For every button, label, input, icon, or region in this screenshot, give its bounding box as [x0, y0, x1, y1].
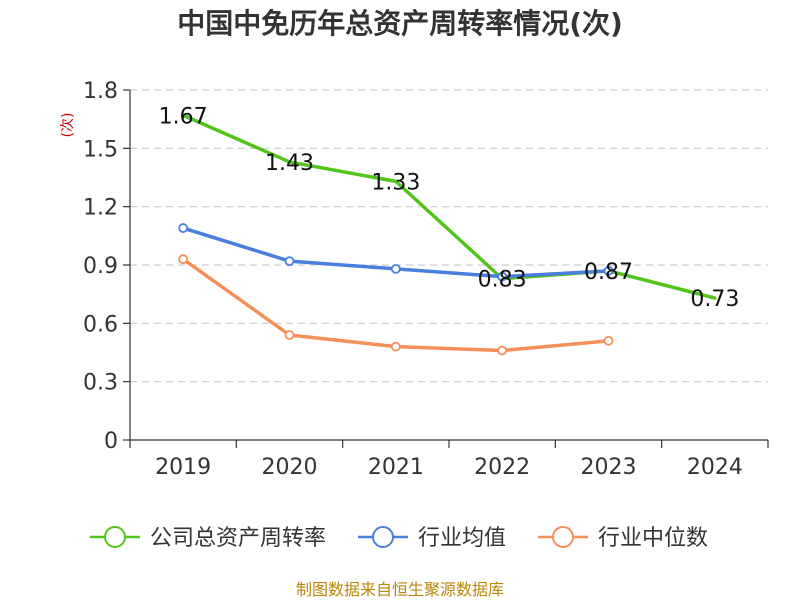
data-point — [178, 254, 189, 265]
x-tick-label: 2023 — [581, 455, 637, 480]
legend-label: 行业中位数 — [598, 526, 708, 551]
x-tick-label: 2024 — [687, 455, 743, 480]
y-tick-label: 1.8 — [83, 79, 118, 104]
x-tick-label: 2020 — [262, 455, 318, 480]
gridlines — [130, 89, 768, 383]
y-tick-label: 0 — [104, 429, 118, 454]
data-label: 0.73 — [690, 287, 739, 312]
y-tick-label: 1.2 — [83, 196, 118, 221]
legend-label: 行业均值 — [418, 526, 506, 551]
series-layer — [178, 113, 717, 356]
legend: 公司总资产周转率 行业均值 行业中位数 — [90, 526, 708, 551]
x-tick-label: 2022 — [474, 455, 530, 480]
data-labels-layer: 1.67 1.43 1.33 0.83 0.87 0.73 — [159, 104, 740, 312]
legend-item-2[interactable]: 行业中位数 — [538, 526, 708, 551]
chart-title: 中国中免历年总资产周转率情况(次) — [177, 7, 623, 40]
series-line-0 — [181, 113, 717, 300]
legend-swatch-marker — [552, 526, 574, 548]
data-label: 0.87 — [584, 260, 633, 285]
x-tick-label: 2019 — [155, 455, 211, 480]
legend-label: 公司总资产周转率 — [150, 526, 326, 551]
data-point — [390, 341, 401, 352]
y-tick-label: 1.5 — [83, 137, 118, 162]
y-tick-label: 0.9 — [83, 254, 118, 279]
legend-swatch-marker — [372, 526, 394, 548]
legend-swatch-marker — [104, 526, 126, 548]
legend-item-1[interactable]: 行业均值 — [358, 526, 506, 551]
y-axis-unit-label: (次) — [60, 113, 76, 138]
y-tick-label: 0.3 — [83, 371, 118, 396]
y-tick-label: 0.6 — [83, 312, 118, 337]
data-point — [390, 263, 401, 274]
data-point — [497, 271, 508, 282]
data-point — [497, 345, 508, 356]
data-label: 0.83 — [478, 268, 527, 293]
data-point — [603, 335, 614, 346]
data-point — [284, 256, 295, 267]
axes: 0 0.3 0.6 0.9 1.2 1.5 1.8 2019 2020 2021 2022 2023 2… — [83, 79, 769, 480]
data-point — [603, 265, 614, 276]
data-point — [284, 330, 295, 340]
data-label: 1.33 — [371, 170, 420, 195]
legend-item-0[interactable]: 公司总资产周转率 — [90, 526, 326, 551]
x-tick-label: 2021 — [368, 455, 424, 480]
data-label: 1.43 — [265, 151, 314, 176]
data-label: 1.67 — [159, 104, 208, 129]
data-point — [178, 223, 189, 233]
source-text: 制图数据来自恒生聚源数据库 — [296, 580, 504, 599]
